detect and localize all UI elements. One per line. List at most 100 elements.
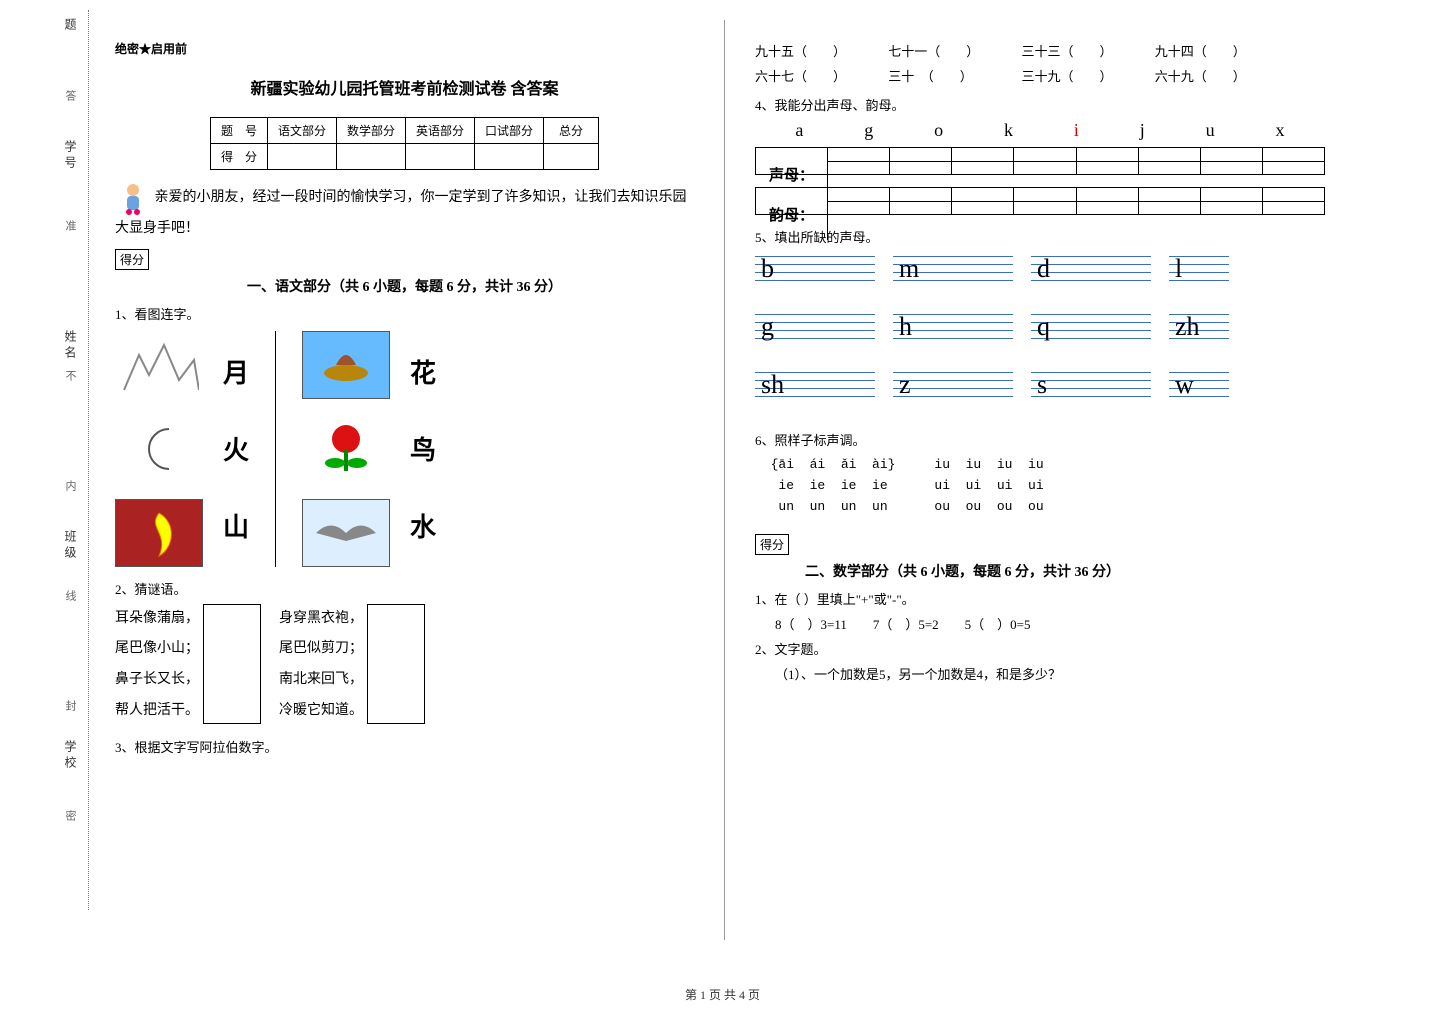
fill-letter: b xyxy=(761,254,774,284)
left-column: 绝密★启用前 新疆实验幼儿园托管班考前检测试卷 含答案 题 号 语文部分 数学部… xyxy=(95,20,725,940)
m-eq: 8（ ）3=11 7（ ）5=2 5（ ）0=5 xyxy=(755,614,1325,633)
riddle-area: 耳朵像蒲扇， 尾巴像小山； 鼻子长又长， 帮人把活干。 身穿黑衣袍， 尾巴似剪刀… xyxy=(115,604,694,727)
fill-cell: q xyxy=(1031,314,1151,346)
fill-cell: l xyxy=(1169,256,1229,288)
score-cell xyxy=(267,144,336,170)
bind-label: 题 xyxy=(62,18,79,34)
yunmu-grid: 韵母： xyxy=(755,187,1325,215)
riddle-answer-box[interactable] xyxy=(203,604,261,724)
right-column: 九十五（ ） 七十一（ ） 三十三（ ） 九十四（ ） 六十七（ ） 三十 （ … xyxy=(725,20,1355,940)
fill-letter: h xyxy=(899,312,912,342)
paper-title: 新疆实验幼儿园托管班考前检测试卷 含答案 xyxy=(115,75,694,99)
fill-letter: z xyxy=(899,370,911,400)
bind-label: 学校 xyxy=(62,740,79,772)
fill-letter: d xyxy=(1037,254,1050,284)
fire-icon xyxy=(115,499,203,567)
char: 花 xyxy=(410,353,436,390)
fill-letter: q xyxy=(1037,312,1050,342)
binding-margin: 题 答 学号 准 姓名 不 内 班级 线 封 学校 密 xyxy=(40,10,100,910)
riddle-answer-box[interactable] xyxy=(367,604,425,724)
riddle-line: 尾巴似剪刀； xyxy=(279,634,363,665)
match-chars-right: 花 鸟 水 xyxy=(410,331,436,567)
bind-label: 学号 xyxy=(62,140,79,172)
riddle1: 耳朵像蒲扇， 尾巴像小山； 鼻子长又长， 帮人把活干。 xyxy=(115,604,261,727)
q6: 6、照样子标声调。 xyxy=(755,430,1325,449)
water-icon xyxy=(302,331,390,399)
fill-cell: g xyxy=(755,314,875,346)
secret-label: 绝密★启用前 xyxy=(115,40,694,57)
fill-letter: w xyxy=(1175,370,1194,400)
score-col: 题 号 xyxy=(210,118,267,144)
score-table: 题 号 语文部分 数学部分 英语部分 口试部分 总分 得 分 xyxy=(210,117,599,170)
fill-cell: d xyxy=(1031,256,1151,288)
score-col: 口试部分 xyxy=(475,118,544,144)
fill-cell: s xyxy=(1031,372,1151,404)
q1: 1、看图连字。 xyxy=(115,304,694,323)
num-item: 六十九（ ） xyxy=(1155,65,1285,90)
bind-label: 线 xyxy=(62,590,78,605)
bind-label: 班级 xyxy=(62,530,79,562)
bind-label: 不 xyxy=(62,370,78,385)
num-item: 七十一（ ） xyxy=(888,40,1018,65)
char: 火 xyxy=(223,430,249,467)
score-col: 总分 xyxy=(544,118,599,144)
match-images-left xyxy=(115,331,203,567)
riddle2: 身穿黑衣袍， 尾巴似剪刀； 南北来回飞， 冷暖它知道。 xyxy=(279,604,425,727)
bind-label: 内 xyxy=(62,480,78,495)
pinyin-letter-row: a g o k i j u x xyxy=(755,120,1325,147)
m-q1: 1、在（ ）里填上"+"或"-"。 xyxy=(755,589,1325,608)
pinyin-letter: g xyxy=(864,120,873,141)
tone-grid: {āi ái ǎi ài} iu iu iu iu ie ie ie ie ui… xyxy=(755,455,1325,517)
pinyin-letter: o xyxy=(934,120,943,141)
intro-text-content: 亲爱的小朋友，经过一段时间的愉快学习，你一定学到了许多知识，让我们去知识乐园大显… xyxy=(115,190,687,236)
riddle-line: 帮人把活干。 xyxy=(115,696,199,727)
pinyin-letter: i xyxy=(1074,120,1079,141)
section1-head: 一、语文部分（共 6 小题，每题 6 分，共计 36 分） xyxy=(115,276,694,296)
riddle-line: 尾巴像小山； xyxy=(115,634,199,665)
fill-cell: zh xyxy=(1169,314,1229,346)
num-item: 三十三（ ） xyxy=(1022,40,1152,65)
match-area: 月 火 山 花 鸟 水 xyxy=(115,331,694,567)
match-images-right xyxy=(302,331,390,567)
pinyin-letter: u xyxy=(1206,120,1215,141)
binding-dots xyxy=(88,10,89,910)
riddle-line: 身穿黑衣袍， xyxy=(279,604,363,635)
pinyin-letter: k xyxy=(1004,120,1013,141)
pinyin-letter: j xyxy=(1140,120,1145,141)
num-item: 九十五（ ） xyxy=(755,40,885,65)
shengmu-grid: 声母： xyxy=(755,147,1325,175)
moon-icon xyxy=(115,415,203,483)
fill-letter: m xyxy=(899,254,919,284)
q2: 2、猜谜语。 xyxy=(115,579,694,598)
fill-letter: l xyxy=(1175,254,1182,284)
bind-label: 准 xyxy=(62,220,78,235)
char: 月 xyxy=(223,353,249,390)
defen-box: 得分 xyxy=(115,249,149,270)
score-cell xyxy=(544,144,599,170)
page-footer: 第 1 页 共 4 页 xyxy=(0,986,1445,1003)
fill-letter: g xyxy=(761,312,774,342)
char: 鸟 xyxy=(410,430,436,467)
riddle-line: 鼻子长又长， xyxy=(115,665,199,696)
bird-icon xyxy=(302,499,390,567)
q3: 3、根据文字写阿拉伯数字。 xyxy=(115,737,694,756)
bind-label: 封 xyxy=(62,700,78,715)
riddle-line: 耳朵像蒲扇， xyxy=(115,604,199,635)
fill-cell: h xyxy=(893,314,1013,346)
number-list: 九十五（ ） 七十一（ ） 三十三（ ） 九十四（ ） 六十七（ ） 三十 （ … xyxy=(755,40,1325,89)
match-chars-left: 月 火 山 xyxy=(223,331,249,567)
fill-row: g h q zh xyxy=(755,314,1325,346)
fill-row: bmdl xyxy=(755,256,1325,288)
score-col: 语文部分 xyxy=(267,118,336,144)
score-cell xyxy=(336,144,405,170)
intro-text: 亲爱的小朋友，经过一段时间的愉快学习，你一定学到了许多知识，让我们去知识乐园大显… xyxy=(115,180,694,243)
page: 绝密★启用前 新疆实验幼儿园托管班考前检测试卷 含答案 题 号 语文部分 数学部… xyxy=(95,20,1355,940)
char: 水 xyxy=(410,507,436,544)
match-divider xyxy=(275,331,276,567)
num-item: 三十 （ ） xyxy=(888,65,1018,90)
fill-letter: s xyxy=(1037,370,1047,400)
mountain-icon xyxy=(115,331,203,399)
fill-letter: sh xyxy=(761,370,784,400)
q4: 4、我能分出声母、韵母。 xyxy=(755,95,1325,114)
score-cell xyxy=(475,144,544,170)
